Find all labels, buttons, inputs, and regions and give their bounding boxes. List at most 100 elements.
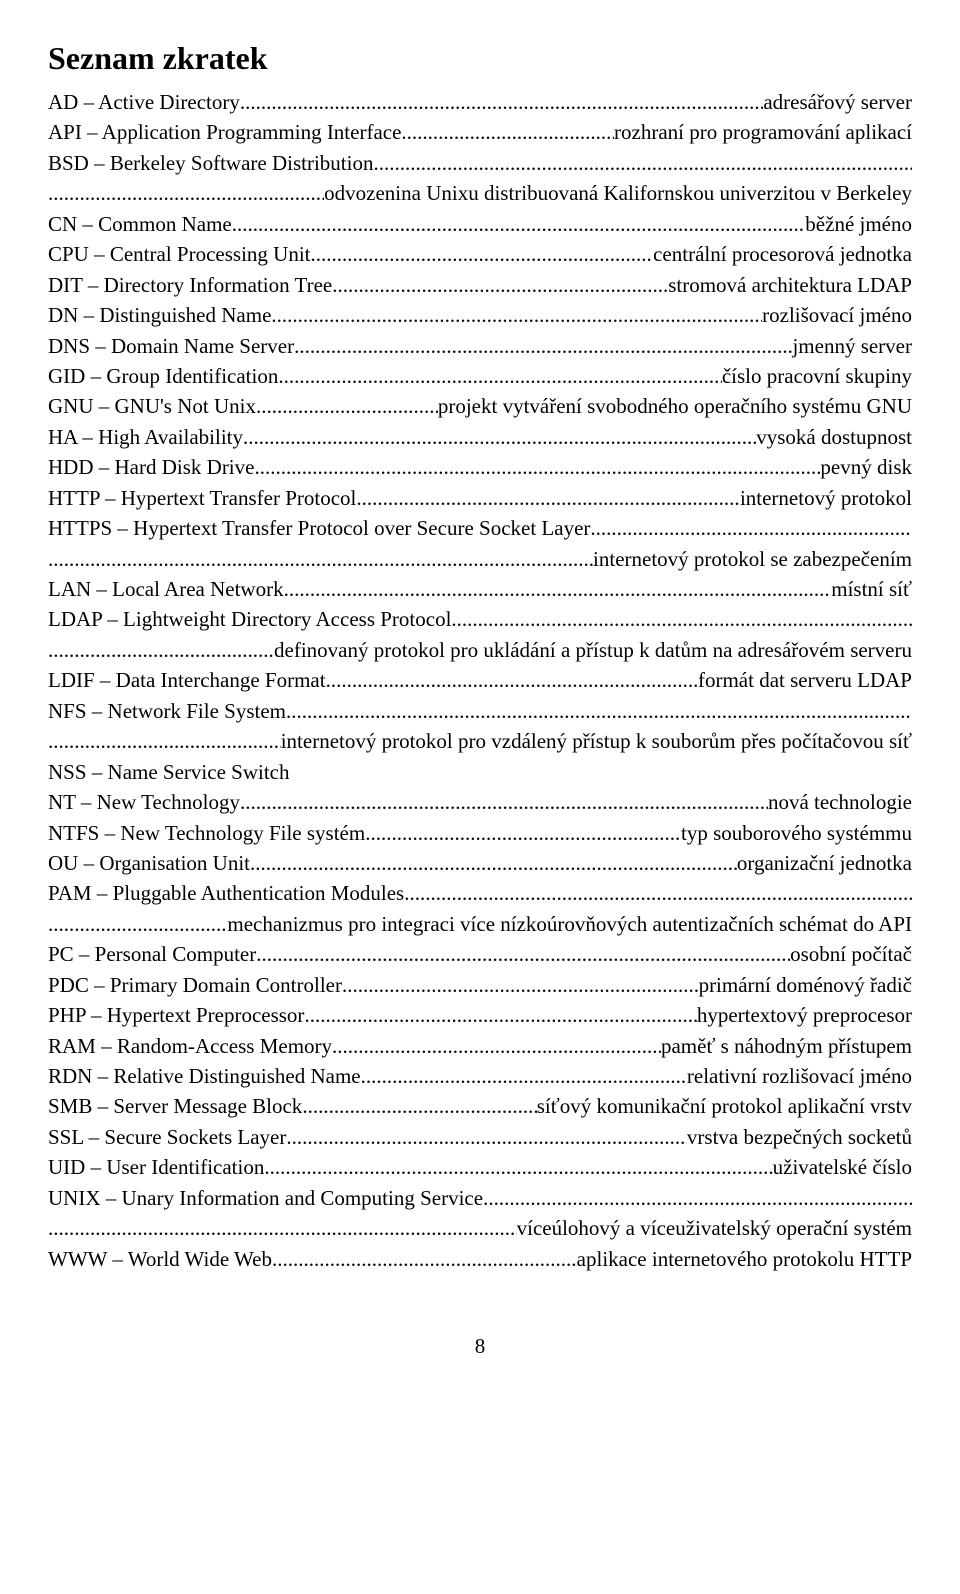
abbrev-definition: číslo pracovní skupiny [722,361,912,391]
abbrev-entry: WWW – World Wide Web aplikace internetové… [48,1244,912,1274]
abbrev-definition: uživatelské číslo [773,1152,912,1182]
abbrev-entry: NT – New Technology nová technologie [48,787,912,817]
abbrev-term: NFS – Network File System [48,696,286,726]
abbrev-definition: rozlišovací jméno [762,300,912,330]
abbrev-entry: OU – Organisation Unitorganizační jednot… [48,848,912,878]
leader-dots [373,148,912,178]
abbrev-term: API – Application Programming Interface [48,117,401,147]
abbrev-term: CPU – Central Processing Unit [48,239,311,269]
abbrev-definition: osobní počítač [790,939,912,969]
leader-dots [256,391,438,421]
abbrev-definition: pevný disk [820,452,912,482]
abbrev-term: NTFS – New Technology File systém [48,818,365,848]
abbrev-definition: aplikace internetového protokolu HTTP [577,1244,912,1274]
abbrev-definition: rozhraní pro programování aplikací [614,117,912,147]
abbrev-definition: nová technologie [768,787,912,817]
leader-dots [272,1244,577,1274]
leader-dots [48,726,281,756]
abbrev-term: UID – User Identification [48,1152,264,1182]
abbrev-term: LDIF – Data Interchange Format [48,665,326,695]
abbrev-definition: místní síť [831,574,912,604]
abbreviation-list: AD – Active Directoryadresářový serverAP… [48,87,912,1274]
leader-dots [48,1213,517,1243]
leader-dots [278,361,722,391]
abbrev-entry: UNIX – Unary Information and Computing S… [48,1183,912,1213]
leader-dots [48,544,593,574]
abbrev-entry: NTFS – New Technology File systém typ sou… [48,818,912,848]
abbrev-term: SMB – Server Message Block [48,1091,302,1121]
abbrev-term: NT – New Technology [48,787,240,817]
abbrev-definition-cont: odvozenina Unixu distribuovaná Kaliforns… [48,178,912,208]
leader-prefix: ..... [48,909,74,939]
page-number: 8 [48,1334,912,1359]
leader-dots [232,209,806,239]
abbrev-entry: GNU – GNU's Not Unix projekt vytváření sv… [48,391,912,421]
abbrev-definition: definovaný protokol pro ukládání a příst… [274,635,912,665]
abbrev-definition: centrální procesorová jednotka [653,239,912,269]
abbrev-definition: hypertextový preprocesor [697,1000,912,1030]
leader-dots [332,270,668,300]
abbrev-entry: PC – Personal Computerosobní počítač [48,939,912,969]
abbrev-entry: SSL – Secure Sockets Layervrstva bezpečn… [48,1122,912,1152]
leader-dots [332,1031,661,1061]
abbrev-definition: mechanizmus pro integraci více nízkoúrov… [227,909,912,939]
abbrev-term: BSD – Berkeley Software Distribution [48,148,373,178]
leader-dots [483,1183,912,1213]
abbrev-term: NSS – Name Service Switch [48,760,289,784]
abbrev-definition-cont: internetový protokol pro vzdálený přístu… [48,726,912,756]
leader-dots [284,574,832,604]
leader-dots [401,117,614,147]
abbrev-definition: organizační jednotka [737,848,912,878]
abbrev-definition: internetový protokol [740,483,912,513]
abbrev-definition: projekt vytváření svobodného operačního … [438,391,912,421]
abbrev-term: HTTP – Hypertext Transfer Protocol [48,483,356,513]
abbrev-definition: formát dat serveru LDAP [698,665,912,695]
leader-dots [342,970,699,1000]
leader-dots [404,878,912,908]
abbrev-entry: NSS – Name Service Switch [48,757,912,787]
abbrev-entry: DN – Distinguished Namerozlišovací jméno [48,300,912,330]
abbrev-entry: RDN – Relative Distinguished Name relativ… [48,1061,912,1091]
abbrev-term: CN – Common Name [48,209,232,239]
abbrev-entry: HDD – Hard Disk Drive pevný disk [48,452,912,482]
leader-dots [451,604,912,634]
leader-dots [311,239,654,269]
abbrev-entry: PAM – Pluggable Authentication Modules [48,878,912,908]
abbrev-definition: typ souborového systémmu [681,818,912,848]
abbrev-term: LAN – Local Area Network [48,574,284,604]
abbrev-definition: internetový protokol pro vzdálený přístu… [281,726,912,756]
abbrev-entry: PDC – Primary Domain Controllerprimární … [48,970,912,1000]
abbrev-entry: DNS – Domain Name Serverjmenný server [48,331,912,361]
leader-dots [264,1152,772,1182]
abbrev-term: SSL – Secure Sockets Layer [48,1122,286,1152]
abbrev-entry: NFS – Network File System [48,696,912,726]
abbrev-term: HDD – Hard Disk Drive [48,452,254,482]
leader-dots [256,939,790,969]
abbrev-definition: relativní rozlišovací jméno [687,1061,912,1091]
abbrev-term: AD – Active Directory [48,87,240,117]
abbrev-term: PHP – Hypertext Preprocessor [48,1000,304,1030]
abbrev-term: RAM – Random-Access Memory [48,1031,332,1061]
leader-dots [243,422,756,452]
abbrev-entry: UID – User Identification uživatelské čís… [48,1152,912,1182]
abbrev-term: WWW – World Wide Web [48,1244,272,1274]
leader-dots [361,1061,687,1091]
abbrev-term: GNU – GNU's Not Unix [48,391,256,421]
leader-dots [326,665,698,695]
abbrev-entry: LDIF – Data Interchange Format formát dat… [48,665,912,695]
leader-dots [590,513,912,543]
leader-dots [365,818,681,848]
abbrev-term: RDN – Relative Distinguished Name [48,1061,361,1091]
page-title: Seznam zkratek [48,40,912,77]
leader-dots [254,452,820,482]
abbrev-entry: BSD – Berkeley Software Distribution [48,148,912,178]
abbrev-definition: víceúlohový a víceuživatelský operační s… [517,1213,912,1243]
leader-dots [48,635,274,665]
leader-dots [271,300,762,330]
abbrev-term: GID – Group Identification [48,361,278,391]
abbrev-entry: PHP – Hypertext Preprocessor hypertextový… [48,1000,912,1030]
abbrev-definition-cont: internetový protokol se zabezpečením [48,544,912,574]
abbrev-definition-cont: ..... mechanizmus pro integraci více nízk… [48,909,912,939]
abbrev-term: HTTPS – Hypertext Transfer Protocol over… [48,513,590,543]
abbrev-entry: CN – Common Nameběžné jméno [48,209,912,239]
